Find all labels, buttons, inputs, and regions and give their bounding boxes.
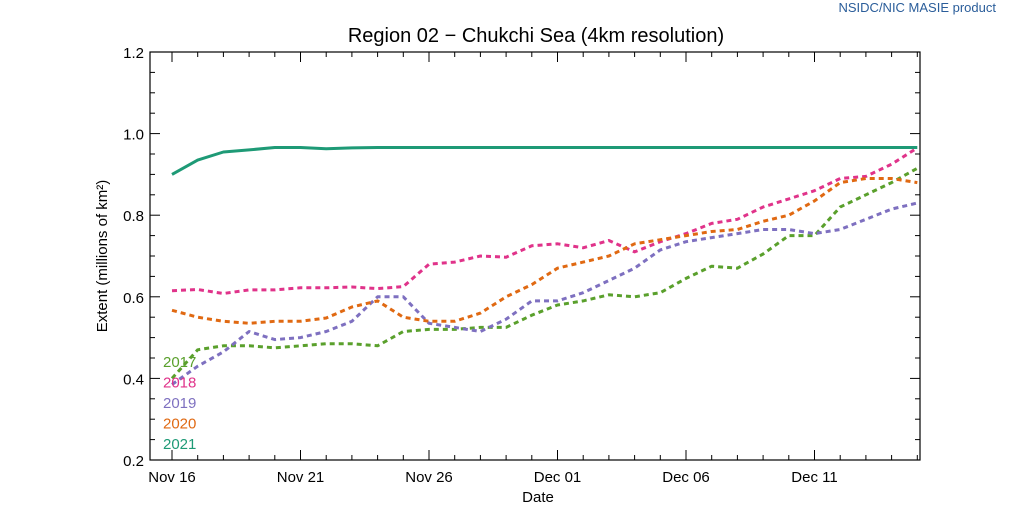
series-line-2021: [171, 146, 918, 176]
axes: 0.2 0.4 0.6 0.8 1.0 1.2 Nov 16 Nov 21 Nov 26 Dec …: [123, 45, 921, 486]
chart-title: Region 02 − Chukchi Sea (4km resolution): [348, 25, 724, 47]
legend-entry-2019: 2019: [163, 395, 196, 412]
y-tick-label: 1.0: [123, 127, 144, 144]
x-tick-label: Nov 16: [148, 469, 196, 486]
x-tick-label: Nov 21: [277, 469, 325, 486]
x-tick-label: Dec 11: [791, 469, 837, 486]
y-tick-label: 0.4: [123, 371, 144, 388]
legend-entry-2017: 2017: [163, 354, 196, 371]
x-tick-label: Dec 06: [662, 469, 710, 486]
series-line-2018: [171, 146, 919, 295]
x-axis-label: Date: [522, 489, 554, 506]
product-credit: NSIDC/NIC MASIE product: [838, 0, 997, 15]
legend: 2017 2018 2019 2020 2021: [163, 354, 196, 453]
y-axis-label: Extent (millions of km²): [94, 180, 111, 333]
x-tick-label: Nov 26: [405, 469, 453, 486]
y-tick-label: 0.2: [123, 453, 144, 470]
legend-entry-2021: 2021: [163, 436, 196, 453]
y-tick-label: 1.2: [123, 45, 144, 62]
series-line-2017: [170, 166, 919, 380]
legend-entry-2018: 2018: [163, 375, 196, 392]
x-tick-label: Dec 01: [534, 469, 582, 486]
y-tick-label: 0.8: [123, 208, 144, 225]
legend-entry-2020: 2020: [163, 416, 196, 433]
series-line-2020: [171, 177, 918, 325]
y-tick-label: 0.6: [123, 290, 144, 307]
series-line-2019: [171, 201, 918, 386]
plot-frame: [149, 51, 921, 461]
series-lines: [170, 146, 919, 386]
